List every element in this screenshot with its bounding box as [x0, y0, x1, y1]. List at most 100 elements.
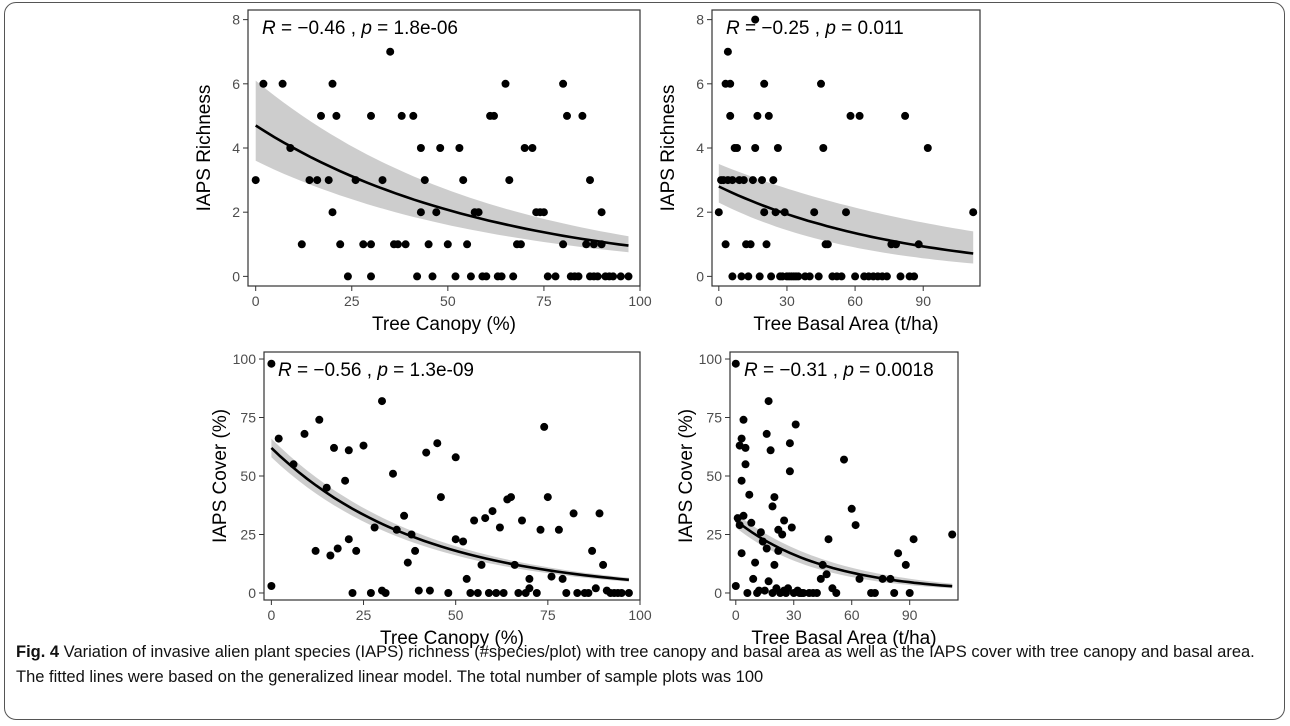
- data-point: [536, 525, 545, 534]
- data-point: [451, 453, 460, 462]
- data-point: [731, 359, 740, 368]
- data-point: [737, 549, 746, 558]
- data-point: [901, 560, 910, 569]
- data-point: [739, 415, 748, 424]
- data-point: [278, 79, 287, 88]
- chart-panel-richness-basal: 0 30 60 90 0 2 4 6 8 Tree Basal Area (t/ha) IAPS R…: [658, 9, 981, 335]
- data-point: [896, 272, 905, 281]
- data-point: [573, 589, 582, 597]
- data-point: [744, 272, 753, 281]
- data-point: [386, 47, 395, 56]
- data-point: [413, 272, 422, 281]
- data-point: [462, 574, 471, 583]
- y-tick-label: 25: [240, 526, 256, 542]
- data-point: [559, 79, 568, 88]
- data-point: [411, 546, 420, 555]
- data-point: [764, 397, 773, 406]
- x-axis-title: Tree Basal Area (t/ha): [753, 314, 938, 335]
- data-point: [326, 551, 335, 560]
- data-point: [766, 446, 775, 455]
- data-point: [443, 240, 452, 249]
- data-point: [451, 535, 460, 544]
- data-point: [817, 79, 825, 88]
- x-tick-label: 25: [356, 607, 372, 623]
- y-tick-label: 4: [696, 140, 704, 156]
- data-point: [473, 589, 482, 597]
- data-point: [851, 272, 860, 281]
- data-point: [773, 144, 782, 152]
- chart-panel-cover-canopy: 0 25 50 75 100 0 25 50 75 100 Tree Canopy (%) IAPS …: [210, 351, 652, 649]
- data-point: [444, 589, 453, 597]
- data-point: [416, 208, 425, 217]
- data-point: [539, 208, 548, 217]
- data-point: [578, 111, 587, 120]
- data-point: [760, 208, 769, 217]
- data-point: [819, 144, 828, 152]
- data-point: [359, 441, 368, 450]
- data-point: [769, 176, 778, 185]
- y-tick-label: 100: [233, 351, 257, 367]
- data-point: [728, 272, 737, 281]
- data-point: [490, 111, 498, 120]
- x-tick-label: 75: [540, 607, 556, 623]
- y-tick-label: 0: [696, 268, 704, 284]
- data-point: [559, 240, 568, 249]
- data-point: [274, 434, 283, 443]
- data-point: [588, 546, 597, 555]
- y-tick-label: 50: [706, 468, 722, 484]
- data-point: [466, 589, 475, 597]
- data-point: [414, 586, 423, 595]
- data-point: [311, 546, 320, 555]
- data-point: [547, 572, 556, 581]
- x-axis-title: Tree Canopy (%): [380, 628, 524, 649]
- data-point: [336, 240, 345, 249]
- data-point: [737, 476, 746, 485]
- data-point: [518, 516, 526, 525]
- data-point: [509, 272, 518, 281]
- data-point: [484, 589, 493, 597]
- fitted-line: [270, 446, 630, 582]
- data-point: [748, 176, 757, 185]
- data-point: [624, 272, 633, 281]
- data-point: [425, 586, 434, 595]
- x-tick-label: 90: [915, 293, 931, 309]
- data-point: [507, 493, 515, 502]
- data-point: [313, 176, 322, 185]
- data-point: [726, 111, 735, 120]
- data-point: [324, 176, 333, 185]
- data-point: [463, 240, 472, 249]
- data-point: [597, 208, 606, 217]
- y-axis-title: IAPS Richness: [658, 85, 679, 212]
- data-point: [832, 589, 841, 597]
- plot-area: [729, 351, 959, 601]
- data-point: [785, 439, 794, 448]
- x-tick-label: 50: [440, 293, 456, 309]
- data-point: [495, 523, 504, 532]
- data-point: [785, 467, 794, 476]
- data-point: [528, 144, 537, 152]
- data-point: [714, 208, 723, 217]
- y-tick-label: 4: [232, 140, 240, 156]
- data-point: [767, 272, 776, 281]
- y-tick-label: 0: [248, 585, 256, 601]
- y-tick-label: 25: [706, 526, 722, 542]
- data-point: [267, 582, 276, 590]
- data-point: [466, 272, 475, 281]
- data-point: [551, 272, 560, 281]
- fitted-line: [718, 185, 974, 255]
- data-point: [890, 589, 899, 597]
- data-point: [728, 176, 737, 185]
- y-tick-label: 100: [699, 351, 723, 367]
- data-point: [723, 47, 732, 56]
- data-point: [756, 528, 765, 537]
- data-point: [532, 589, 541, 597]
- correlation-annotation: R = −0.31 , p = 0.0018: [744, 360, 934, 381]
- data-point: [359, 240, 368, 249]
- data-point: [923, 144, 932, 152]
- data-point: [344, 535, 353, 544]
- data-point: [749, 574, 758, 583]
- data-point: [591, 584, 600, 593]
- y-tick-label: 2: [696, 204, 704, 220]
- data-point: [424, 240, 433, 249]
- data-point: [770, 493, 779, 502]
